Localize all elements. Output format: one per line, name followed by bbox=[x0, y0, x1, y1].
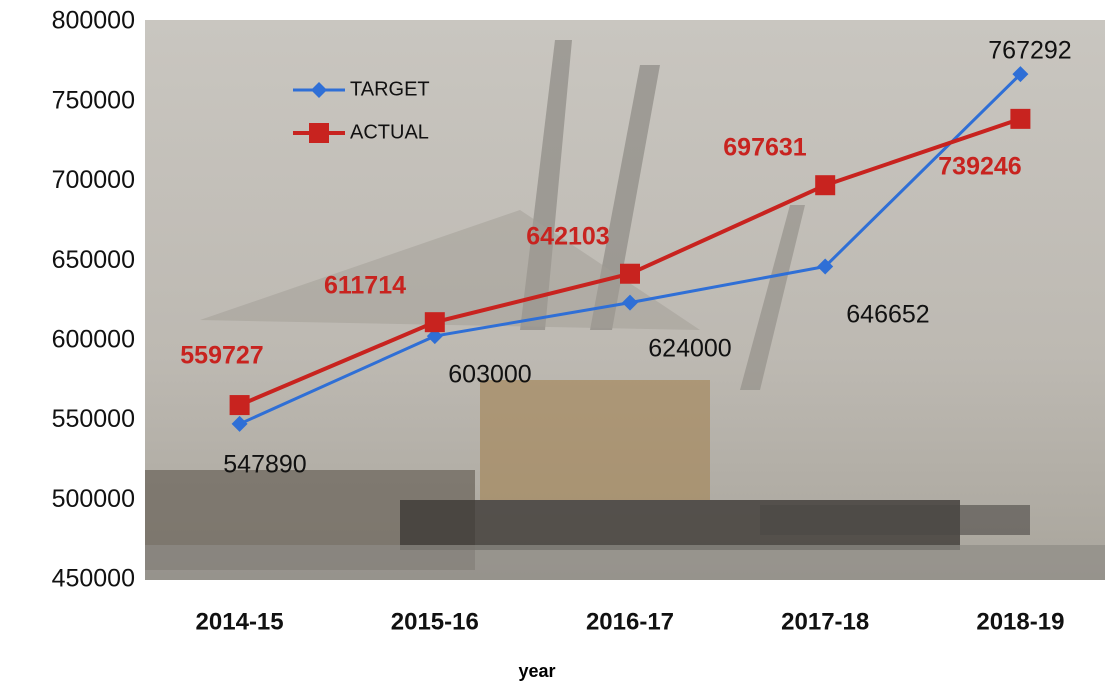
marker bbox=[424, 312, 445, 333]
data-label: 624000 bbox=[648, 335, 731, 363]
marker bbox=[620, 263, 640, 284]
background-photo bbox=[145, 20, 1105, 580]
x-tick-label: 2018-19 bbox=[976, 608, 1064, 635]
marker bbox=[1012, 66, 1029, 83]
y-tick-label: 500000 bbox=[52, 485, 135, 513]
x-axis-label: year bbox=[518, 661, 555, 681]
y-tick-label: 450000 bbox=[52, 565, 135, 593]
y-tick-label: 700000 bbox=[52, 166, 135, 194]
marker bbox=[231, 415, 248, 432]
legend-label: ACTUAL bbox=[350, 121, 429, 143]
data-label: 739246 bbox=[938, 153, 1021, 181]
data-label: 642103 bbox=[526, 223, 609, 251]
y-tick-label: 650000 bbox=[52, 246, 135, 274]
marker bbox=[817, 258, 834, 275]
legend-label: TARGET bbox=[350, 78, 430, 100]
marker bbox=[309, 123, 329, 143]
x-tick-label: 2015-16 bbox=[391, 608, 479, 635]
x-tick-label: 2016-17 bbox=[586, 608, 674, 635]
marker bbox=[1010, 108, 1031, 129]
y-tick-label: 750000 bbox=[52, 86, 135, 114]
marker bbox=[622, 294, 638, 311]
y-tick-label: 800000 bbox=[52, 7, 135, 35]
data-label: 559727 bbox=[180, 342, 263, 370]
data-label: 697631 bbox=[723, 134, 807, 162]
data-label: 547890 bbox=[223, 451, 306, 479]
marker bbox=[229, 395, 250, 416]
y-tick-label: 550000 bbox=[52, 405, 135, 433]
data-label: 767292 bbox=[988, 37, 1071, 65]
x-tick-label: 2017-18 bbox=[781, 608, 869, 635]
marker bbox=[815, 175, 836, 196]
data-label: 646652 bbox=[846, 301, 929, 329]
data-label: 603000 bbox=[448, 361, 531, 389]
marker bbox=[311, 82, 327, 98]
x-tick-label: 2014-15 bbox=[196, 608, 284, 635]
y-tick-label: 600000 bbox=[52, 325, 135, 353]
data-label: 611714 bbox=[324, 272, 406, 300]
